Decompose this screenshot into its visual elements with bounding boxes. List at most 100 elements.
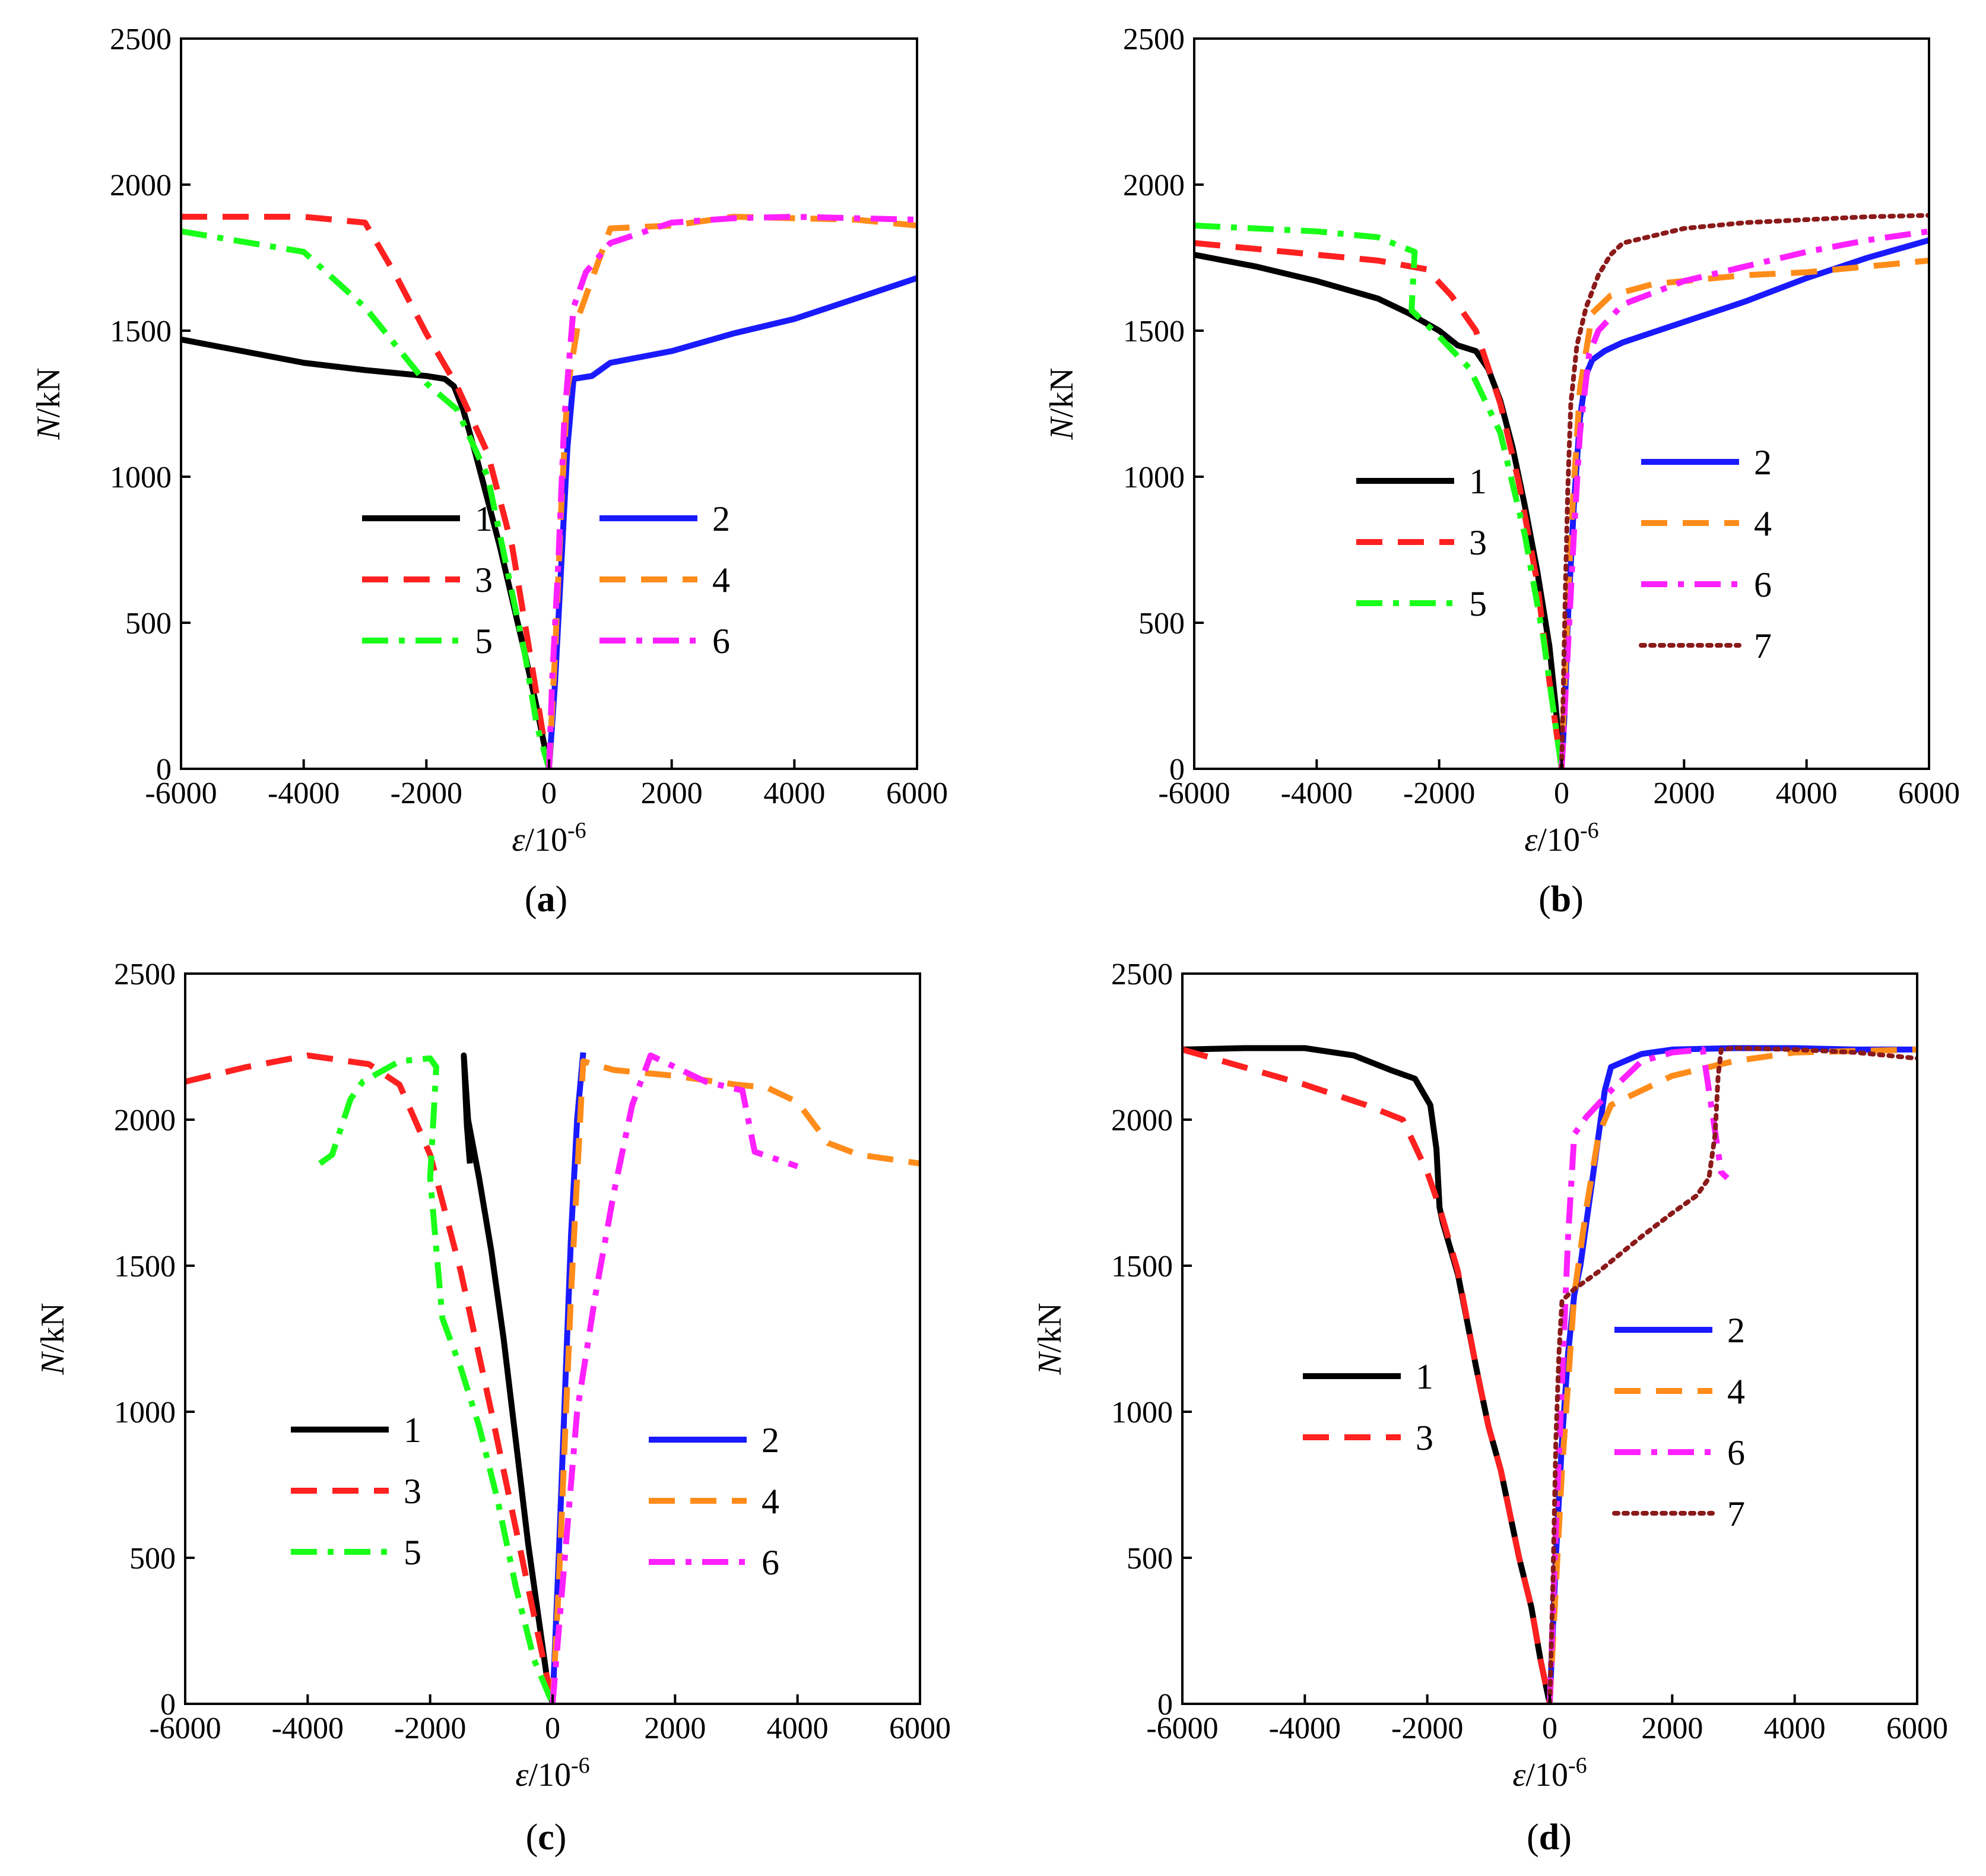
legend-label-2: 2 xyxy=(762,1421,779,1460)
y-axis-unit: /kN xyxy=(30,367,67,417)
x-tick-label: 4000 xyxy=(763,777,825,810)
legend-label-4: 4 xyxy=(762,1482,779,1521)
panel-label-letter: b xyxy=(1551,879,1571,920)
legend-label-6: 6 xyxy=(1754,565,1772,604)
x-tick-label: 6000 xyxy=(1886,1712,1948,1745)
y-tick-label: 1000 xyxy=(1123,461,1185,495)
x-tick-label: 2000 xyxy=(644,1712,706,1745)
series-line-1 xyxy=(181,336,552,769)
y-tick-label: 1500 xyxy=(110,315,172,348)
legend-label-5: 5 xyxy=(475,622,493,661)
x-axis-title: ε/10-6 xyxy=(515,1753,589,1793)
legend-label-3: 3 xyxy=(1469,523,1487,562)
y-tick-label: 500 xyxy=(1138,607,1185,641)
legend-label-7: 7 xyxy=(1754,626,1772,666)
x-axis-exponent: -6 xyxy=(571,1753,590,1778)
series-line-1 xyxy=(1194,252,1565,769)
legend-label-6: 6 xyxy=(712,622,730,661)
y-tick-label: 1500 xyxy=(1111,1250,1173,1284)
legend-label-5: 5 xyxy=(1469,584,1487,623)
series-line-7 xyxy=(1559,213,1929,769)
plot-frame xyxy=(1181,972,1918,1705)
y-tick-label: 2500 xyxy=(1123,23,1185,56)
x-axis-exponent: -6 xyxy=(1568,1753,1587,1778)
x-axis-unit: /10 xyxy=(1525,1757,1568,1793)
legend-label-4: 4 xyxy=(1727,1372,1745,1411)
y-axis-title: N/kN xyxy=(1032,1303,1068,1375)
y-tick-label: 1500 xyxy=(114,1250,176,1284)
x-tick-label: -4000 xyxy=(1269,1712,1341,1745)
legend-label-7: 7 xyxy=(1727,1494,1745,1533)
x-tick-label: -6000 xyxy=(1158,777,1230,810)
panel-c: -6000 -4000 -2000 0 2000 4000 6000 0 500 1000 1500… xyxy=(34,958,951,1858)
legend-label-2: 2 xyxy=(1754,443,1772,482)
legend-label-1: 1 xyxy=(1469,462,1487,501)
x-tick-label: 4000 xyxy=(1764,1712,1826,1745)
panel-label: (d) xyxy=(1527,1817,1572,1858)
y-tick-label: 2000 xyxy=(114,1104,176,1137)
x-tick-label: 4000 xyxy=(1776,777,1838,810)
y-tick-label: 0 xyxy=(1169,753,1185,787)
series-line-3 xyxy=(185,1052,556,1704)
panel-d: -6000 -4000 -2000 0 2000 4000 6000 0 500 1000 1500… xyxy=(1032,958,1948,1858)
x-tick-label: -4000 xyxy=(268,777,340,810)
x-tick-label: -2000 xyxy=(391,777,462,810)
legend-label-6: 6 xyxy=(762,1543,779,1582)
series-line-4 xyxy=(550,1058,920,1704)
legend-label-1: 1 xyxy=(475,499,493,538)
legend-label-1: 1 xyxy=(404,1411,421,1450)
x-axis-symbol: ε xyxy=(515,1757,529,1793)
y-tick-label: 500 xyxy=(129,1542,176,1576)
x-tick-label: 2000 xyxy=(1641,1712,1703,1745)
y-axis-unit: /kN xyxy=(34,1303,71,1352)
y-tick-label: 1000 xyxy=(110,461,172,495)
panel-label-close: ) xyxy=(1559,1817,1572,1858)
legend-label-3: 3 xyxy=(475,560,493,600)
x-axis-exponent: -6 xyxy=(1580,818,1599,843)
x-axis-symbol: ε xyxy=(1524,822,1538,858)
legend-label-1: 1 xyxy=(1416,1357,1433,1396)
panel-label-letter: c xyxy=(538,1817,554,1858)
legend-label-6: 6 xyxy=(1727,1433,1745,1472)
x-axis-title: ε/10-6 xyxy=(1524,818,1598,858)
x-tick-label: -6000 xyxy=(149,1712,221,1745)
x-tick-label: -2000 xyxy=(1403,777,1475,810)
panel-label: (c) xyxy=(526,1817,567,1858)
series-group xyxy=(1194,213,1929,769)
legend-label-2: 2 xyxy=(1727,1311,1745,1350)
panel-label-open: ( xyxy=(1538,879,1551,920)
y-axis-title: N/kN xyxy=(30,367,67,440)
x-tick-label: 0 xyxy=(545,1712,560,1745)
panel-a: -6000 -4000 -2000 0 2000 4000 6000 0 500 1000 1500… xyxy=(30,23,948,920)
legend-label-4: 4 xyxy=(1754,504,1772,543)
x-tick-label: -6000 xyxy=(1146,1712,1218,1745)
y-axis-symbol: N xyxy=(30,416,67,441)
y-tick-label: 1000 xyxy=(114,1396,176,1430)
series-line-6 xyxy=(1547,1046,1730,1704)
y-axis-title: N/kN xyxy=(34,1303,71,1375)
legend-label-3: 3 xyxy=(1416,1418,1433,1457)
series-line-2 xyxy=(1559,237,1929,769)
plot-frame xyxy=(180,37,918,770)
legend-label-4: 4 xyxy=(712,560,730,600)
legend-label-5: 5 xyxy=(404,1533,421,1572)
x-axis-title: ε/10-6 xyxy=(1512,1753,1587,1793)
plot-frame xyxy=(184,972,921,1705)
x-tick-label: 4000 xyxy=(767,1712,829,1745)
panel-label-open: ( xyxy=(526,1817,538,1858)
x-tick-label: -2000 xyxy=(394,1712,466,1745)
series-group xyxy=(185,1052,920,1704)
x-tick-label: 0 xyxy=(1554,777,1569,810)
y-tick-label: 0 xyxy=(160,1688,176,1722)
y-axis-title: N/kN xyxy=(1043,367,1080,440)
series-group xyxy=(1182,1045,1917,1704)
y-axis-unit: /kN xyxy=(1043,367,1080,417)
panel-label: (b) xyxy=(1538,879,1584,920)
panel-label-close: ) xyxy=(1571,879,1584,920)
x-axis-symbol: ε xyxy=(1512,1757,1526,1793)
x-tick-label: 0 xyxy=(541,777,557,810)
y-tick-label: 500 xyxy=(125,607,172,641)
x-tick-label: -2000 xyxy=(1391,1712,1463,1745)
series-line-3 xyxy=(1194,240,1565,769)
